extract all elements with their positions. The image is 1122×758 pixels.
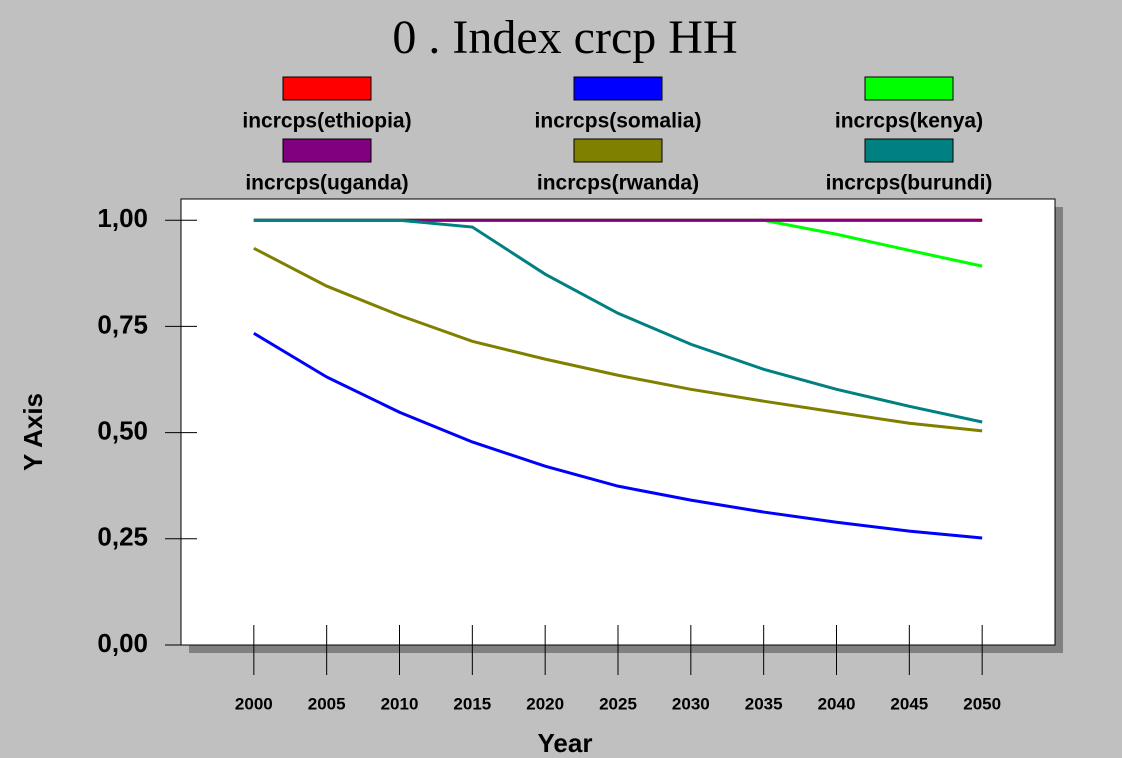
x-tick-label: 2005 [308, 694, 346, 713]
series-line [253, 246, 983, 433]
legend-swatch [864, 138, 954, 163]
x-tick-label: 2000 [235, 694, 273, 713]
legend-swatch [573, 76, 663, 101]
x-tick-label: 2015 [453, 694, 491, 713]
plot-area [180, 198, 1056, 646]
legend-label: incrcps(somalia) [535, 110, 702, 133]
y-tick-label: 0,00 [97, 628, 148, 658]
x-tick-label: 2050 [963, 694, 1001, 713]
y-tick-label: 0,75 [97, 309, 148, 339]
legend-label: incrcps(burundi) [826, 172, 993, 195]
legend-swatch [864, 76, 954, 101]
x-tick-label: 2040 [818, 694, 856, 713]
series-line [253, 218, 983, 424]
legend-swatch [573, 138, 663, 163]
legend-swatch [282, 138, 372, 163]
legend-swatch [282, 76, 372, 101]
legend-label: incrcps(ethiopia) [242, 110, 411, 133]
chart-title: 0 . Index crcp HH [392, 11, 737, 64]
x-tick-label: 2035 [745, 694, 783, 713]
y-tick-label: 0,50 [97, 415, 148, 445]
series-line [253, 331, 983, 540]
legend-label: incrcps(uganda) [245, 172, 408, 195]
x-tick-label: 2020 [526, 694, 564, 713]
x-tick-label: 2030 [672, 694, 710, 713]
x-tick-label: 2010 [381, 694, 419, 713]
legend-label: incrcps(kenya) [835, 110, 983, 133]
x-axis-label: Year [538, 728, 593, 758]
x-tick-label: 2045 [890, 694, 928, 713]
y-tick-label: 0,25 [97, 522, 148, 552]
y-axis-label: Y Axis [18, 393, 48, 471]
x-tick-label: 2025 [599, 694, 637, 713]
legend-label: incrcps(rwanda) [537, 172, 699, 195]
y-tick-label: 1,00 [97, 203, 148, 233]
